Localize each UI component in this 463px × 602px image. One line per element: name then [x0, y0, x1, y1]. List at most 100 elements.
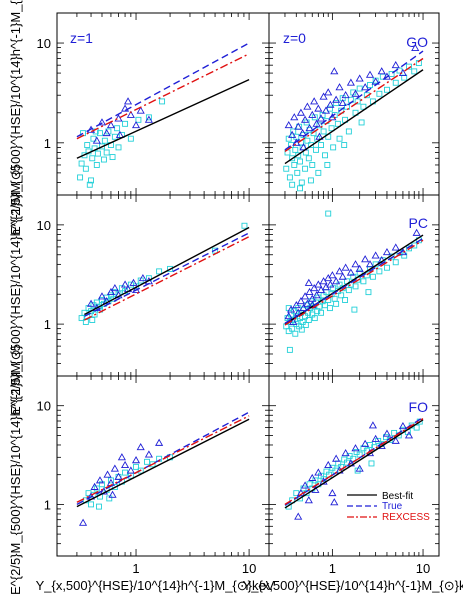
triangle-point: [361, 83, 370, 91]
square-point: [406, 63, 412, 70]
square-point: [310, 130, 317, 137]
panel-top-right: z=0 GO: [268, 12, 440, 196]
triangle-point: [355, 464, 364, 472]
square-point: [294, 169, 301, 176]
triangle-point: [78, 518, 88, 526]
square-point: [159, 98, 166, 105]
triangle-point: [324, 460, 333, 469]
square-point: [101, 137, 108, 144]
square-point: [88, 177, 94, 184]
square-point: [88, 501, 94, 508]
triangle-point: [326, 100, 335, 108]
triangle-point: [361, 439, 370, 447]
square-point: [99, 481, 105, 488]
triangle-point: [341, 263, 350, 271]
square-point: [352, 283, 359, 290]
triangle-point: [355, 74, 364, 82]
square-point: [291, 162, 298, 168]
triangle-point: [97, 118, 107, 126]
square-point: [110, 295, 117, 302]
square-point: [338, 292, 345, 299]
square-point: [84, 142, 91, 148]
triangle-point: [411, 43, 420, 52]
square-point: [392, 259, 399, 266]
triangle-point: [332, 95, 341, 103]
square-point: [114, 125, 121, 132]
triangle-point: [330, 498, 339, 506]
square-point: [289, 155, 296, 162]
triangle-point: [315, 132, 324, 140]
square-point: [304, 137, 311, 144]
x-tick-label: 10: [416, 561, 430, 576]
triangle-point: [294, 512, 303, 520]
triangle-point: [365, 260, 375, 268]
triangle-point: [398, 421, 407, 430]
square-point: [376, 90, 383, 97]
triangle-point: [301, 481, 310, 489]
square-point: [376, 268, 383, 275]
fit-line-rexcess: [284, 239, 424, 326]
triangle-point: [368, 421, 377, 429]
square-point: [326, 105, 333, 112]
square-point: [298, 179, 305, 186]
square-point: [307, 177, 314, 184]
triangle-point: [108, 490, 117, 498]
square-point: [318, 142, 324, 148]
square-point: [356, 85, 363, 92]
triangle-point: [341, 91, 350, 99]
triangle-point: [294, 122, 303, 130]
triangle-point: [129, 278, 138, 286]
plot-area: [283, 43, 424, 192]
square-point: [333, 300, 340, 307]
panel-bottom-left: 1 10 1 10: [37, 375, 270, 576]
square-point: [122, 120, 129, 127]
triangle-point: [314, 468, 323, 476]
triangle-point: [120, 280, 130, 288]
square-point: [133, 463, 139, 470]
triangle-point: [103, 470, 112, 478]
triangle-point: [391, 243, 400, 251]
square-point: [107, 477, 114, 484]
square-point: [326, 305, 333, 312]
square-point: [241, 222, 248, 229]
x-tick-label: 10: [242, 561, 256, 576]
triangle-point: [308, 473, 317, 481]
triangle-point: [303, 102, 312, 110]
square-point: [315, 169, 322, 176]
y-axis-label: E^{2/5}M_{500}^{HSE}/10^{14}h^{-1}M_{⊙}: [8, 0, 23, 235]
square-point: [78, 160, 85, 167]
triangle-point: [361, 255, 370, 263]
plot-area: [78, 222, 250, 325]
triangle-point: [155, 438, 164, 446]
triangle-point: [136, 106, 145, 114]
square-point: [302, 322, 309, 328]
triangle-point: [328, 271, 337, 279]
triangle-point: [335, 267, 344, 275]
square-point: [82, 165, 89, 172]
square-point: [149, 461, 156, 468]
fit-line-rexcess: [84, 236, 250, 321]
square-point: [77, 174, 84, 181]
square-point: [330, 144, 337, 151]
fit-line-rexcess: [284, 57, 424, 153]
square-point: [392, 79, 399, 86]
square-point: [305, 317, 312, 323]
triangle-point: [117, 453, 126, 461]
legend: Best-fit True REXCESS: [347, 491, 430, 523]
square-point: [285, 135, 292, 142]
y-tick-label: 10: [37, 218, 51, 233]
triangle-point: [355, 264, 364, 272]
square-point: [144, 458, 150, 465]
square-point: [345, 128, 352, 135]
x-axis-label-right: Y_{x,500}^{HSE}/10^{14}h^{-1}M_{⊙}keV: [243, 578, 463, 593]
square-point: [109, 154, 116, 161]
square-point: [341, 142, 348, 148]
triangle-point: [90, 482, 99, 490]
square-point: [94, 150, 101, 157]
triangle-point: [126, 110, 135, 118]
y-tick-label: 10: [37, 399, 51, 414]
plot-area: [284, 416, 424, 520]
x-tick-label: 1: [132, 561, 139, 576]
square-point: [368, 460, 375, 467]
triangle-point: [305, 287, 314, 296]
